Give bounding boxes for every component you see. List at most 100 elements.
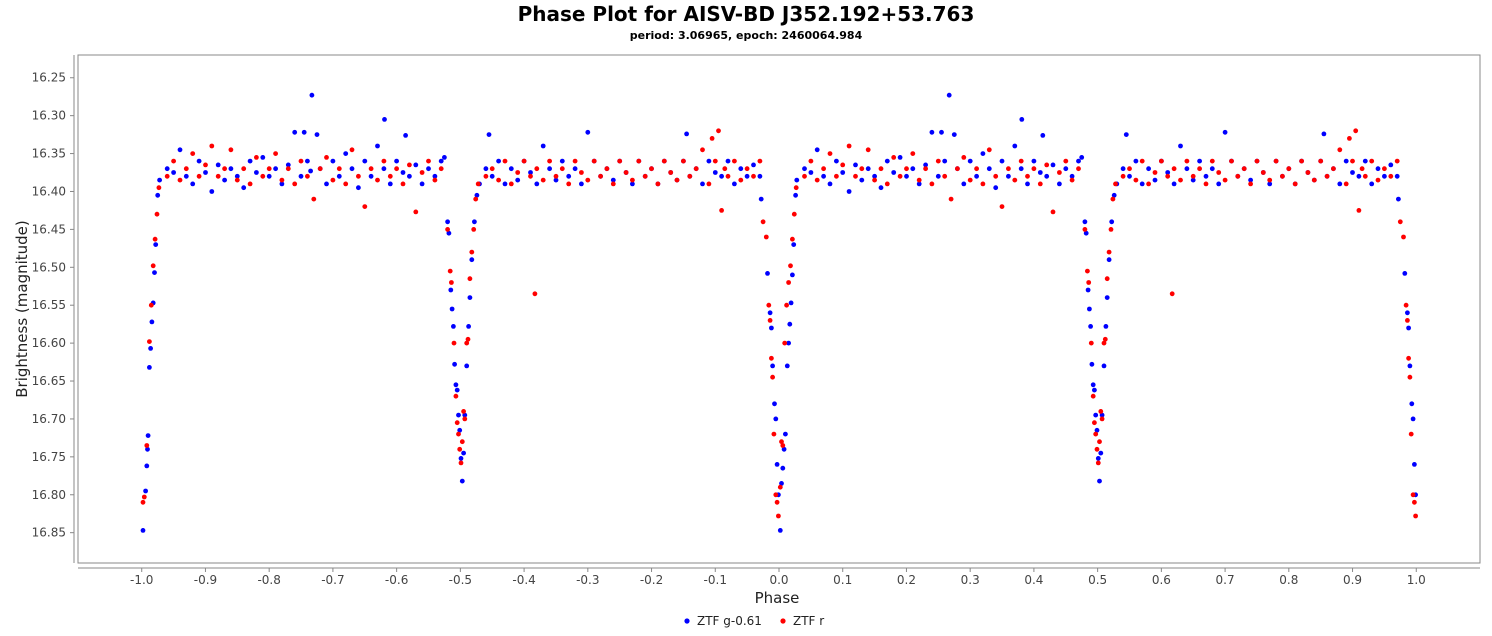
data-point (1095, 460, 1101, 466)
data-point (457, 427, 463, 433)
chart-subtitle: period: 3.06965, epoch: 2460064.984 (630, 29, 863, 42)
data-point (1103, 324, 1109, 329)
data-point (157, 177, 163, 183)
data-point (1318, 158, 1324, 164)
data-point (859, 177, 865, 183)
data-point (1106, 249, 1112, 255)
data-point (751, 173, 756, 179)
data-point (1402, 271, 1408, 276)
data-point (144, 463, 150, 469)
data-point (266, 166, 272, 172)
x-tick-label: -0.2 (640, 573, 663, 587)
data-point (929, 181, 935, 187)
data-point (1106, 257, 1112, 263)
data-point (464, 363, 470, 369)
data-point (776, 513, 781, 519)
data-point (1184, 166, 1190, 172)
data-point (311, 196, 317, 202)
data-point (840, 162, 846, 168)
data-point (674, 177, 680, 183)
data-point (453, 382, 459, 388)
data-point (1018, 158, 1024, 164)
data-point (630, 177, 635, 183)
data-point (1254, 158, 1260, 164)
data-point (1086, 280, 1092, 285)
data-point (489, 173, 495, 179)
data-point (784, 302, 789, 308)
data-point (1337, 181, 1343, 187)
data-point (1050, 209, 1056, 215)
data-point (140, 499, 146, 505)
data-point (1407, 363, 1413, 369)
data-point (534, 166, 540, 172)
data-point (986, 166, 992, 172)
data-point (382, 117, 387, 122)
data-point (793, 185, 799, 191)
data-point (598, 173, 603, 179)
data-point (1101, 340, 1107, 346)
data-point (709, 136, 715, 141)
data-point (1123, 132, 1129, 138)
data-point (1375, 166, 1381, 172)
data-point (722, 166, 728, 172)
data-point (1018, 166, 1024, 172)
data-point (1407, 374, 1413, 380)
data-point (700, 181, 705, 187)
data-point (712, 158, 718, 164)
data-point (473, 196, 479, 202)
data-point (515, 170, 521, 175)
data-point (939, 129, 944, 135)
data-point (834, 173, 839, 179)
data-point (222, 166, 228, 172)
data-point (649, 166, 654, 172)
data-point (772, 401, 777, 407)
x-tick-label: 0.5 (1088, 573, 1107, 587)
data-point (1146, 181, 1151, 187)
data-point (547, 158, 552, 164)
data-point (781, 446, 787, 452)
data-point (467, 295, 473, 300)
chart-title: Phase Plot for AISV-BD J352.192+53.763 (518, 2, 975, 26)
data-point (458, 460, 464, 466)
data-point (1120, 173, 1126, 179)
data-point (1311, 177, 1317, 183)
data-point (152, 270, 157, 275)
data-point (1337, 147, 1343, 153)
data-point (508, 166, 514, 172)
data-point (459, 478, 465, 484)
data-point (1102, 336, 1108, 342)
data-point (314, 132, 320, 138)
data-point (1099, 416, 1105, 422)
legend-label: ZTF g-0.61 (697, 614, 762, 628)
data-point (955, 166, 960, 172)
data-point (1356, 173, 1362, 179)
data-point (1190, 177, 1196, 183)
data-point (368, 173, 374, 179)
data-point (1037, 181, 1043, 187)
y-tick-label: 16.55 (32, 298, 66, 312)
data-point (547, 166, 552, 172)
data-point (445, 227, 450, 232)
data-point (171, 170, 177, 175)
data-point (1152, 170, 1158, 175)
data-point (767, 318, 773, 323)
data-point (426, 158, 431, 164)
data-point (1350, 170, 1355, 175)
data-point (579, 181, 584, 187)
data-point (974, 166, 979, 172)
data-point (1280, 173, 1285, 179)
data-point (247, 181, 253, 187)
data-point (1197, 166, 1202, 172)
data-point (1203, 173, 1209, 179)
data-point (1299, 158, 1304, 164)
data-point (1093, 412, 1099, 418)
data-point (260, 173, 266, 179)
data-point (732, 158, 737, 164)
data-point (1098, 409, 1104, 414)
data-point (910, 166, 916, 172)
data-point (279, 177, 285, 183)
data-point (273, 166, 278, 172)
data-point (793, 192, 798, 198)
data-point (461, 409, 466, 414)
data-point (203, 170, 208, 175)
